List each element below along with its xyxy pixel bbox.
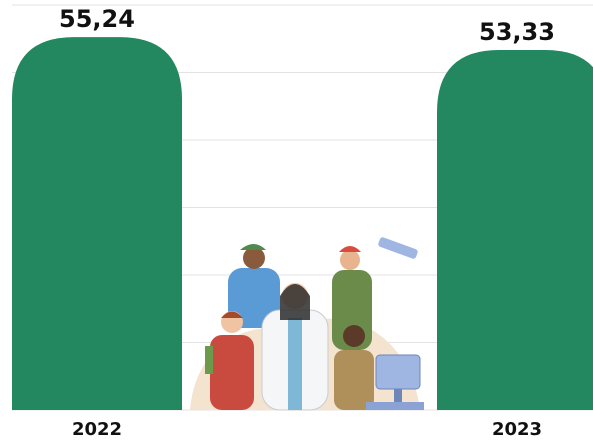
x-tick-label: 2023 (492, 419, 542, 440)
bars: 55,24 2022 53,33 2023 (12, 5, 593, 440)
x-tick-label: 2022 (72, 419, 122, 440)
value-label: 55,24 (59, 5, 135, 33)
illustration (190, 237, 424, 411)
bar (12, 37, 182, 410)
bar (437, 50, 593, 410)
value-label: 53,33 (479, 18, 555, 46)
